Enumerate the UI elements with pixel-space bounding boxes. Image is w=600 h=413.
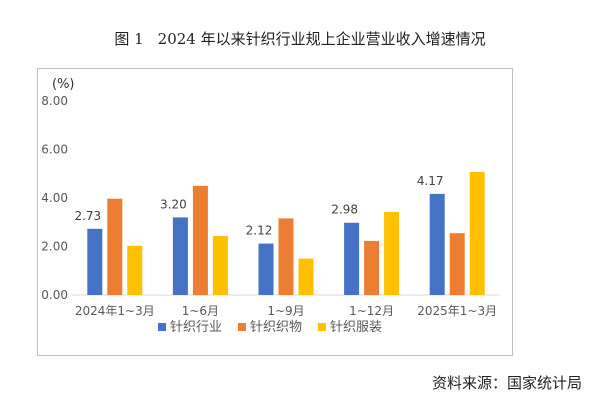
- y-axis: 0.00 2.00 4.00 6.00 8.00: [41, 94, 68, 302]
- y-tick-label: 6.00: [41, 143, 68, 157]
- legend-label: 针织服装: [330, 320, 382, 335]
- bar: [278, 218, 294, 295]
- bar: [449, 233, 465, 295]
- x-category-label: 1~12月: [349, 304, 394, 318]
- y-tick-label: 2.00: [41, 240, 68, 254]
- x-category-label: 2025年1~3月: [417, 304, 497, 318]
- bar: [258, 243, 274, 295]
- legend-swatch: [158, 323, 166, 331]
- source-note: 资料来源：国家统计局: [431, 374, 582, 392]
- figure-title: 2024 年以来针织行业规上企业营业收入增速情况: [157, 30, 486, 48]
- bar: [212, 236, 228, 295]
- bar: [107, 198, 123, 295]
- legend: 针织行业 针织织物 针织服装: [158, 320, 382, 335]
- x-category-label: 1~9月: [267, 304, 304, 318]
- x-category-label: 2024年1~3月: [75, 304, 155, 318]
- legend-swatch: [318, 323, 326, 331]
- data-label: 4.17: [417, 174, 444, 188]
- y-tick-label: 0.00: [41, 288, 68, 302]
- data-label: 2.73: [74, 209, 101, 223]
- legend-swatch: [238, 323, 246, 331]
- y-tick-label: 4.00: [41, 191, 68, 205]
- bar: [87, 228, 103, 295]
- y-unit-label: (%): [52, 77, 75, 92]
- bar: [127, 245, 143, 295]
- bar: [192, 185, 208, 295]
- bar: [364, 240, 380, 295]
- data-label: 2.12: [246, 224, 273, 238]
- x-axis: 2024年1~3月 1~6月 1~9月 1~12月 2025年1~3月: [75, 304, 497, 318]
- chart-frame: (%) 0.00 2.00 4.00 6.00 8.00 2.73 3.20 2.12 2.9…: [37, 68, 513, 356]
- bar: [384, 212, 400, 295]
- bar: [172, 217, 188, 295]
- bar: [429, 193, 445, 295]
- figure-caption: 图 1 2024 年以来针织行业规上企业营业收入增速情况: [0, 28, 600, 49]
- data-label: 3.20: [160, 197, 187, 211]
- bars-group: [87, 172, 485, 295]
- legend-label: 针织行业: [170, 320, 222, 335]
- figure-number: 图 1: [114, 30, 144, 48]
- data-labels-group: 2.73 3.20 2.12 2.98 4.17: [74, 174, 443, 238]
- legend-label: 针织织物: [250, 320, 302, 335]
- bar: [469, 172, 485, 295]
- data-label: 2.98: [331, 203, 358, 217]
- bar: [344, 222, 360, 295]
- x-category-label: 1~6月: [182, 304, 219, 318]
- y-tick-label: 8.00: [41, 94, 68, 108]
- bar-chart: (%) 0.00 2.00 4.00 6.00 8.00 2.73 3.20 2.12 2.9…: [41, 77, 500, 335]
- bar: [298, 258, 314, 295]
